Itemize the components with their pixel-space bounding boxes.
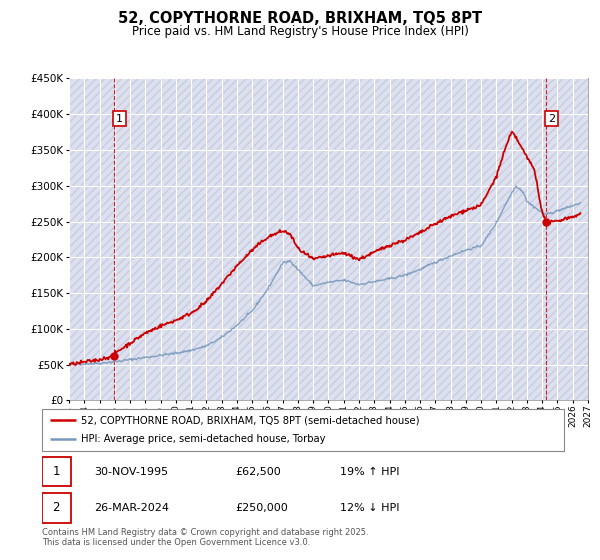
Text: 52, COPYTHORNE ROAD, BRIXHAM, TQ5 8PT: 52, COPYTHORNE ROAD, BRIXHAM, TQ5 8PT [118, 11, 482, 26]
Text: Price paid vs. HM Land Registry's House Price Index (HPI): Price paid vs. HM Land Registry's House … [131, 25, 469, 38]
Text: 19% ↑ HPI: 19% ↑ HPI [340, 466, 399, 477]
Text: 52, COPYTHORNE ROAD, BRIXHAM, TQ5 8PT (semi-detached house): 52, COPYTHORNE ROAD, BRIXHAM, TQ5 8PT (s… [81, 415, 419, 425]
Text: £250,000: £250,000 [235, 503, 288, 513]
Text: 1: 1 [53, 465, 60, 478]
Text: 2: 2 [548, 114, 555, 124]
Text: £62,500: £62,500 [235, 466, 281, 477]
Text: 30-NOV-1995: 30-NOV-1995 [94, 466, 169, 477]
Text: 1: 1 [116, 114, 123, 124]
Text: 12% ↓ HPI: 12% ↓ HPI [340, 503, 399, 513]
Text: HPI: Average price, semi-detached house, Torbay: HPI: Average price, semi-detached house,… [81, 435, 326, 445]
Text: Contains HM Land Registry data © Crown copyright and database right 2025.
This d: Contains HM Land Registry data © Crown c… [42, 528, 368, 547]
Bar [42, 457, 71, 486]
Text: 2: 2 [53, 501, 60, 515]
Text: 26-MAR-2024: 26-MAR-2024 [94, 503, 169, 513]
Bar [42, 493, 71, 522]
